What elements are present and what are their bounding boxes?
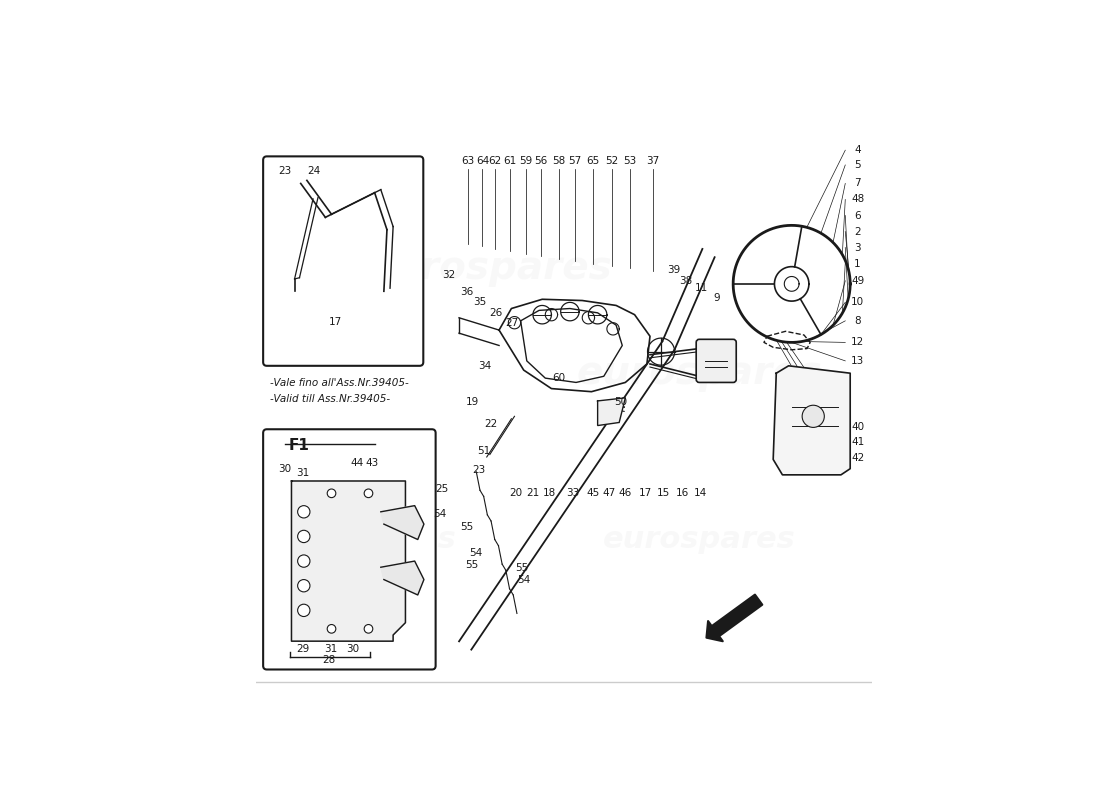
Text: 16: 16 xyxy=(675,488,689,498)
Text: 50: 50 xyxy=(614,397,627,407)
Text: 45: 45 xyxy=(586,488,600,498)
Circle shape xyxy=(802,406,824,427)
FancyBboxPatch shape xyxy=(263,430,436,670)
Text: 14: 14 xyxy=(694,488,707,498)
FancyBboxPatch shape xyxy=(696,339,736,382)
Text: 29: 29 xyxy=(296,644,310,654)
Circle shape xyxy=(364,489,373,498)
Text: 28: 28 xyxy=(322,655,335,666)
Text: 6: 6 xyxy=(855,210,861,221)
Text: 37: 37 xyxy=(647,156,660,166)
Text: 40: 40 xyxy=(851,422,865,433)
Text: 8: 8 xyxy=(855,316,861,326)
Text: 35: 35 xyxy=(473,298,486,307)
Text: 10: 10 xyxy=(851,298,865,307)
Text: 24: 24 xyxy=(307,166,320,176)
Text: 38: 38 xyxy=(679,276,692,286)
Text: 55: 55 xyxy=(464,560,478,570)
Text: 11: 11 xyxy=(695,283,708,293)
Text: 54: 54 xyxy=(432,509,446,518)
Text: 26: 26 xyxy=(490,308,503,318)
Text: 59: 59 xyxy=(519,156,532,166)
Text: 44: 44 xyxy=(350,458,363,467)
Polygon shape xyxy=(381,561,424,595)
Text: 54: 54 xyxy=(470,548,483,558)
Text: 54: 54 xyxy=(517,574,530,585)
FancyBboxPatch shape xyxy=(263,156,424,366)
Circle shape xyxy=(298,506,310,518)
Text: 2: 2 xyxy=(855,226,861,237)
Text: 22: 22 xyxy=(484,418,497,429)
Text: 42: 42 xyxy=(851,454,865,463)
Text: eurospares: eurospares xyxy=(576,354,822,392)
Text: 9: 9 xyxy=(713,293,719,303)
Text: F1: F1 xyxy=(288,438,309,453)
Text: eurospares: eurospares xyxy=(603,525,795,554)
Text: 13: 13 xyxy=(851,356,865,366)
Text: 36: 36 xyxy=(461,287,474,297)
Text: 34: 34 xyxy=(478,361,492,371)
Text: 30: 30 xyxy=(345,644,359,654)
Text: 15: 15 xyxy=(657,488,670,498)
Text: 18: 18 xyxy=(543,488,557,498)
Circle shape xyxy=(298,555,310,567)
Text: 21: 21 xyxy=(526,488,540,498)
Text: 31: 31 xyxy=(296,468,310,478)
Text: 58: 58 xyxy=(552,156,565,166)
Text: 56: 56 xyxy=(535,156,548,166)
Text: 27: 27 xyxy=(505,318,518,328)
Text: 52: 52 xyxy=(605,156,618,166)
Circle shape xyxy=(327,625,336,633)
Text: 61: 61 xyxy=(503,156,516,166)
Text: 62: 62 xyxy=(488,156,502,166)
Circle shape xyxy=(364,625,373,633)
Circle shape xyxy=(298,530,310,542)
Text: 5: 5 xyxy=(855,160,861,170)
Text: 43: 43 xyxy=(365,458,378,467)
Text: 41: 41 xyxy=(851,437,865,447)
Text: 63: 63 xyxy=(462,156,475,166)
Polygon shape xyxy=(292,481,406,641)
Text: 51: 51 xyxy=(477,446,491,457)
Text: 57: 57 xyxy=(569,156,582,166)
Text: eurospares: eurospares xyxy=(367,250,613,287)
Polygon shape xyxy=(597,398,625,426)
Text: 65: 65 xyxy=(586,156,600,166)
Text: 23: 23 xyxy=(278,166,292,176)
Text: 46: 46 xyxy=(618,488,632,498)
Polygon shape xyxy=(773,366,850,475)
Circle shape xyxy=(298,604,310,617)
Text: 17: 17 xyxy=(638,488,651,498)
Text: 20: 20 xyxy=(509,488,522,498)
Text: 60: 60 xyxy=(552,373,565,382)
Text: 64: 64 xyxy=(476,156,490,166)
Text: 17: 17 xyxy=(329,317,342,327)
Text: 23: 23 xyxy=(472,465,485,475)
Text: 49: 49 xyxy=(851,276,865,286)
Text: 4: 4 xyxy=(855,146,861,155)
Text: 53: 53 xyxy=(624,156,637,166)
Text: 7: 7 xyxy=(855,178,861,189)
Polygon shape xyxy=(381,506,424,539)
Text: 55: 55 xyxy=(515,563,528,574)
Text: 12: 12 xyxy=(851,338,865,347)
Text: 3: 3 xyxy=(855,242,861,253)
Text: 39: 39 xyxy=(667,265,680,274)
Text: 48: 48 xyxy=(851,194,865,205)
Text: eurospares: eurospares xyxy=(264,525,456,554)
Text: -Vale fino all'Ass.Nr.39405-: -Vale fino all'Ass.Nr.39405- xyxy=(270,378,409,387)
Text: 1: 1 xyxy=(855,258,861,269)
Text: 33: 33 xyxy=(566,488,580,498)
Text: 19: 19 xyxy=(466,397,480,407)
Circle shape xyxy=(327,489,336,498)
Text: 47: 47 xyxy=(603,488,616,498)
Text: 55: 55 xyxy=(460,522,473,532)
Text: 32: 32 xyxy=(442,270,455,280)
Text: 30: 30 xyxy=(278,464,292,474)
Text: 31: 31 xyxy=(324,644,338,654)
Text: 25: 25 xyxy=(436,484,449,494)
Text: -Valid till Ass.Nr.39405-: -Valid till Ass.Nr.39405- xyxy=(270,394,390,404)
Circle shape xyxy=(298,579,310,592)
